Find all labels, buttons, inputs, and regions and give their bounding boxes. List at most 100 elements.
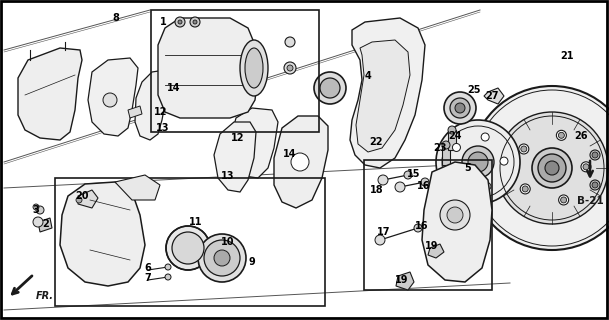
Circle shape	[462, 146, 494, 178]
Circle shape	[532, 148, 572, 188]
Circle shape	[455, 103, 465, 113]
Polygon shape	[396, 272, 414, 290]
Circle shape	[590, 180, 600, 190]
Circle shape	[450, 98, 470, 118]
Text: 12: 12	[231, 133, 245, 143]
Text: 19: 19	[395, 275, 409, 285]
Text: 24: 24	[448, 131, 462, 141]
Text: 25: 25	[467, 85, 481, 95]
Circle shape	[440, 200, 470, 230]
Text: 16: 16	[417, 181, 431, 191]
Text: 11: 11	[189, 217, 203, 227]
Circle shape	[36, 206, 44, 214]
Circle shape	[483, 182, 491, 190]
Circle shape	[103, 93, 117, 107]
Circle shape	[193, 20, 197, 24]
Circle shape	[452, 143, 460, 151]
Ellipse shape	[204, 240, 240, 276]
Circle shape	[444, 92, 476, 124]
Polygon shape	[484, 88, 504, 104]
Circle shape	[558, 132, 565, 138]
Polygon shape	[60, 182, 145, 286]
Circle shape	[583, 164, 589, 170]
Text: 7: 7	[144, 273, 152, 283]
Polygon shape	[78, 190, 98, 208]
Text: 1: 1	[160, 17, 166, 27]
Text: 2: 2	[43, 219, 49, 229]
Text: 13: 13	[221, 171, 234, 181]
Polygon shape	[448, 130, 456, 150]
Circle shape	[33, 204, 39, 210]
Circle shape	[545, 161, 559, 175]
Circle shape	[520, 184, 530, 194]
Text: 17: 17	[377, 227, 391, 237]
Circle shape	[76, 197, 82, 203]
Text: 5: 5	[465, 163, 471, 173]
Polygon shape	[442, 145, 450, 165]
Circle shape	[165, 264, 171, 270]
Text: 26: 26	[574, 131, 588, 141]
Circle shape	[378, 175, 388, 185]
Text: 15: 15	[407, 169, 421, 179]
Polygon shape	[356, 40, 410, 152]
Text: 3: 3	[33, 205, 40, 215]
Text: 14: 14	[283, 149, 297, 159]
Ellipse shape	[172, 232, 204, 264]
Circle shape	[284, 62, 296, 74]
Ellipse shape	[314, 72, 346, 104]
Circle shape	[442, 141, 450, 149]
Circle shape	[375, 235, 385, 245]
Circle shape	[561, 197, 566, 203]
Ellipse shape	[166, 226, 210, 270]
Polygon shape	[230, 108, 278, 178]
Circle shape	[291, 153, 309, 171]
Circle shape	[538, 154, 566, 182]
Text: 10: 10	[221, 237, 234, 247]
Text: 9: 9	[248, 257, 255, 267]
Text: 18: 18	[370, 185, 384, 195]
Polygon shape	[428, 244, 444, 258]
Polygon shape	[88, 58, 138, 136]
Circle shape	[190, 17, 200, 27]
Circle shape	[436, 120, 520, 204]
Bar	[151, 10, 319, 132]
Text: 22: 22	[369, 137, 382, 147]
Circle shape	[519, 144, 529, 154]
Bar	[364, 160, 492, 290]
Circle shape	[421, 178, 429, 186]
Text: 13: 13	[157, 123, 170, 133]
Polygon shape	[158, 18, 258, 118]
Circle shape	[521, 146, 527, 152]
Circle shape	[592, 182, 598, 188]
Circle shape	[178, 20, 182, 24]
Text: FR.: FR.	[36, 291, 54, 301]
Circle shape	[454, 174, 462, 182]
Circle shape	[414, 224, 422, 232]
Circle shape	[500, 157, 508, 165]
Text: 27: 27	[485, 91, 499, 101]
Polygon shape	[128, 106, 142, 118]
Polygon shape	[422, 162, 492, 282]
Circle shape	[447, 207, 463, 223]
Polygon shape	[350, 18, 425, 168]
Circle shape	[33, 217, 43, 227]
Ellipse shape	[245, 48, 263, 88]
Circle shape	[481, 133, 489, 141]
Text: 6: 6	[144, 263, 152, 273]
Text: 21: 21	[560, 51, 574, 61]
Circle shape	[496, 112, 608, 224]
Circle shape	[285, 37, 295, 47]
Ellipse shape	[240, 40, 268, 96]
Circle shape	[557, 130, 566, 140]
Text: 23: 23	[433, 143, 447, 153]
Circle shape	[395, 182, 405, 192]
Text: 12: 12	[154, 107, 167, 117]
Circle shape	[404, 171, 412, 179]
Polygon shape	[38, 218, 52, 232]
Text: 16: 16	[415, 221, 429, 231]
Circle shape	[522, 186, 528, 192]
Ellipse shape	[214, 250, 230, 266]
Ellipse shape	[320, 78, 340, 98]
Polygon shape	[135, 70, 168, 140]
Text: 14: 14	[167, 83, 181, 93]
